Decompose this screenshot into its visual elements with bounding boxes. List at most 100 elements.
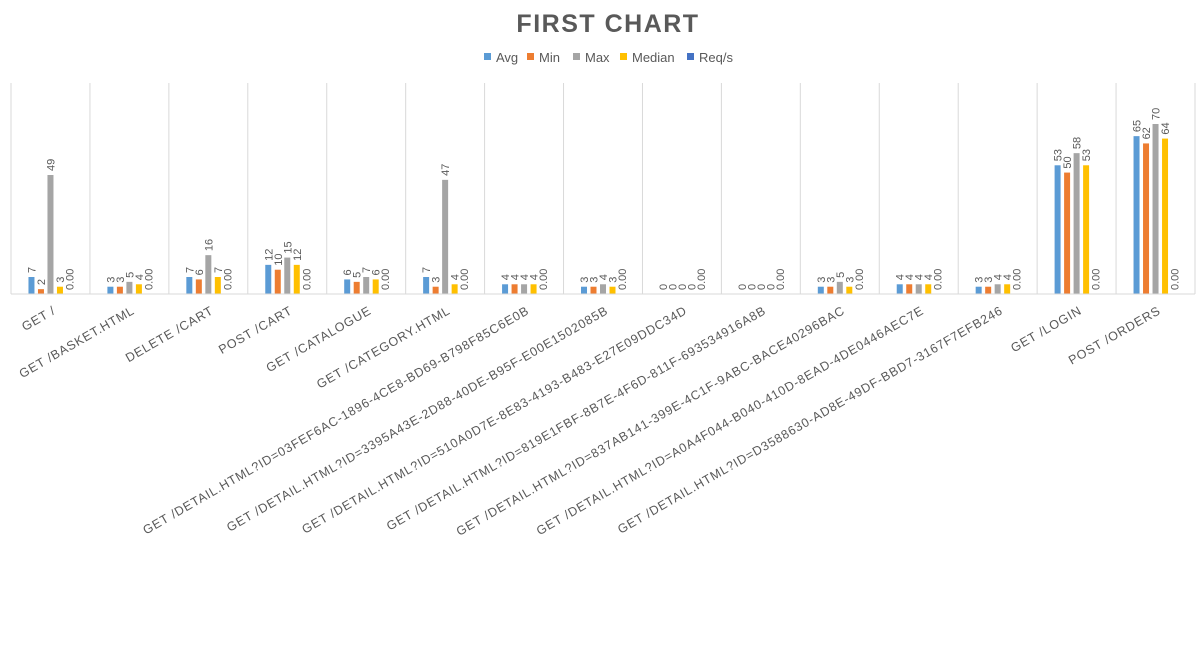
data-label: 7 — [421, 267, 433, 273]
data-label: 6 — [194, 269, 206, 275]
data-label: 0.00 — [538, 269, 550, 290]
bar — [116, 286, 123, 294]
bar — [1064, 172, 1071, 294]
bar — [530, 284, 537, 294]
category-label: GET /DETAIL.HTML?ID=A0A4F044-B040-410D-8… — [534, 303, 926, 538]
bar — [265, 264, 272, 294]
data-label: 7 — [184, 267, 196, 273]
bar — [1133, 136, 1140, 294]
data-label: 0.00 — [775, 269, 787, 290]
data-label: 15 — [282, 241, 294, 253]
data-label: 16 — [203, 239, 215, 251]
data-label: 4 — [519, 274, 531, 280]
bar — [590, 286, 597, 294]
data-label: 49 — [45, 159, 57, 171]
bars — [28, 124, 1169, 294]
category-label: GET /DETAIL.HTML?ID=819E1FBF-8B7E-4F6D-8… — [384, 303, 768, 533]
bar — [284, 257, 291, 294]
data-label: 3 — [579, 277, 591, 283]
data-label: 12 — [292, 249, 304, 261]
data-label: 5 — [124, 272, 136, 278]
data-label: 12 — [263, 249, 275, 261]
bar — [609, 286, 616, 294]
data-label: 0 — [756, 284, 768, 290]
data-label: 0.00 — [1012, 269, 1024, 290]
data-label: 10 — [273, 253, 285, 265]
data-label: 4 — [134, 274, 146, 280]
legend-swatch — [687, 53, 694, 60]
bar — [817, 286, 824, 294]
bar — [274, 269, 281, 294]
data-label: 3 — [115, 277, 127, 283]
legend-label: Req/s — [699, 50, 733, 65]
bar — [827, 286, 834, 294]
bar — [836, 281, 843, 294]
bar — [293, 264, 300, 294]
data-label: 0 — [746, 284, 758, 290]
data-label: 4 — [598, 274, 610, 280]
bar — [975, 286, 982, 294]
bar — [107, 286, 114, 294]
category-label: GET /LOGIN — [1008, 303, 1084, 355]
data-label: 6 — [342, 269, 354, 275]
data-label: 70 — [1151, 108, 1163, 120]
data-label: 2 — [36, 279, 48, 285]
data-label: 64 — [1160, 122, 1172, 134]
data-label: 0.00 — [64, 269, 76, 290]
category-gridlines — [10, 83, 1196, 294]
bar — [925, 284, 932, 294]
data-label: 0 — [658, 284, 670, 290]
bar — [521, 284, 528, 294]
bar — [135, 284, 142, 294]
data-label: 4 — [1002, 274, 1014, 280]
category-label: GET /DETAIL.HTML?ID=3395A43E-2D88-40DE-B… — [224, 303, 610, 534]
data-label: 3 — [608, 277, 620, 283]
legend-label: Median — [632, 50, 675, 65]
bar — [372, 279, 379, 294]
bar — [511, 284, 518, 294]
data-label: 3 — [589, 277, 601, 283]
bar — [1162, 138, 1169, 294]
bar — [1152, 124, 1159, 294]
legend-label: Min — [539, 50, 560, 65]
data-label: 4 — [500, 274, 512, 280]
bar — [47, 175, 54, 294]
data-label: 0.00 — [854, 269, 866, 290]
data-label: 7 — [26, 267, 38, 273]
bar — [896, 284, 903, 294]
legend-swatch — [527, 53, 534, 60]
data-label: 53 — [1053, 149, 1065, 161]
bar — [195, 279, 202, 294]
bar — [214, 277, 221, 294]
data-label: 62 — [1141, 127, 1153, 139]
bar — [37, 289, 44, 294]
data-label: 4 — [904, 274, 916, 280]
category-label: POST /CART — [216, 303, 295, 356]
bar — [906, 284, 913, 294]
data-label: 3 — [816, 277, 828, 283]
data-label: 3 — [825, 277, 837, 283]
category-label: GET /DETAIL.HTML?ID=510A0D7E-8E83-4193-B… — [300, 303, 690, 536]
category-label: GET /DETAIL.HTML?ID=D3588630-AD8E-49DF-B… — [615, 303, 1005, 536]
data-label: 53 — [1081, 149, 1093, 161]
data-label: 0.00 — [1091, 269, 1103, 290]
legend-swatch — [484, 53, 491, 60]
data-label: 0 — [737, 284, 749, 290]
legend: Avg Min Max Median Req/s — [484, 50, 733, 65]
data-label: 3 — [105, 277, 117, 283]
data-label: 7 — [361, 267, 373, 273]
data-label: 0 — [677, 284, 689, 290]
bar — [186, 277, 193, 294]
data-label: 0.00 — [380, 269, 392, 290]
data-label: 65 — [1132, 120, 1144, 132]
bar — [205, 255, 212, 294]
data-label: 5 — [835, 272, 847, 278]
data-label: 4 — [923, 274, 935, 280]
data-label: 0.00 — [222, 269, 234, 290]
data-label: 0 — [765, 284, 777, 290]
bar — [600, 284, 606, 294]
data-label: 0.00 — [459, 269, 471, 290]
data-label: 4 — [510, 274, 522, 280]
